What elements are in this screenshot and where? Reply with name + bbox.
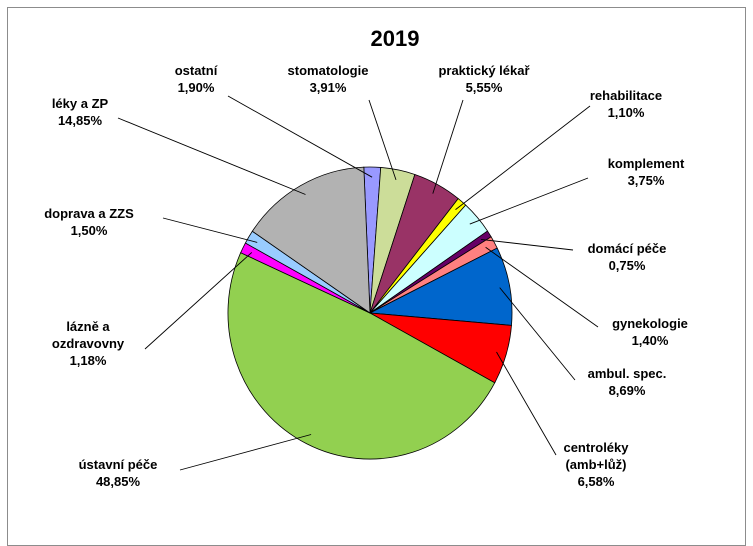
leader-line-7 [499,287,576,381]
slice-label-9: ústavní péče [79,457,158,472]
leader-line-11 [162,217,258,243]
slice-label-2: praktický lékař [438,63,530,78]
pie-slices [227,166,513,460]
pie-slice-9 [227,252,496,460]
slice-value-8: 6,58% [578,474,615,489]
slice-value-12: 14,85% [58,113,103,128]
leader-line-5 [480,238,574,251]
slice-value-2: 5,55% [466,80,503,95]
leader-line-8 [496,351,557,456]
leader-line-6 [485,246,599,328]
leader-line-10 [144,252,253,350]
leader-lines [117,95,599,471]
leader-line-2 [432,99,464,194]
slice-label-7: ambul. spec. [588,366,667,381]
leader-line-1 [368,99,397,181]
slice-value-0: 1,90% [178,80,215,95]
slice-label-11: doprava a ZZS [44,206,134,221]
slice-value-5: 0,75% [609,258,646,273]
leader-line-4 [469,177,589,225]
slice-value-6: 1,40% [632,333,669,348]
slice-label-4: komplement [608,156,685,171]
slice-label-5: domácí péče [588,241,667,256]
slice-label-3: rehabilitace [590,88,662,103]
slice-value-10: 1,18% [70,353,107,368]
slice-label-12: léky a ZP [52,96,109,111]
slice-label-8: (amb+lůž) [565,457,626,472]
slice-labels: ostatní 1,90% stomatologie 3,91% praktický l… [44,63,688,489]
slice-value-9: 48,85% [96,474,141,489]
slice-value-3: 1,10% [608,105,645,120]
slice-value-4: 3,75% [628,173,665,188]
slice-label-10: ozdravovny [52,336,125,351]
pie-slice-12 [251,166,371,314]
slice-label-8: centroléky [563,440,629,455]
slice-value-11: 1,50% [71,223,108,238]
slice-label-6: gynekologie [612,316,688,331]
leader-line-12 [117,117,306,195]
chart-title: 2019 [371,26,420,51]
slice-value-1: 3,91% [310,80,347,95]
slice-label-0: ostatní [175,63,218,78]
leader-line-0 [227,95,373,178]
leader-line-3 [455,105,591,210]
slice-label-10: lázně a [66,319,110,334]
leader-line-9 [179,434,312,471]
slice-label-1: stomatologie [288,63,369,78]
slice-value-7: 8,69% [609,383,646,398]
